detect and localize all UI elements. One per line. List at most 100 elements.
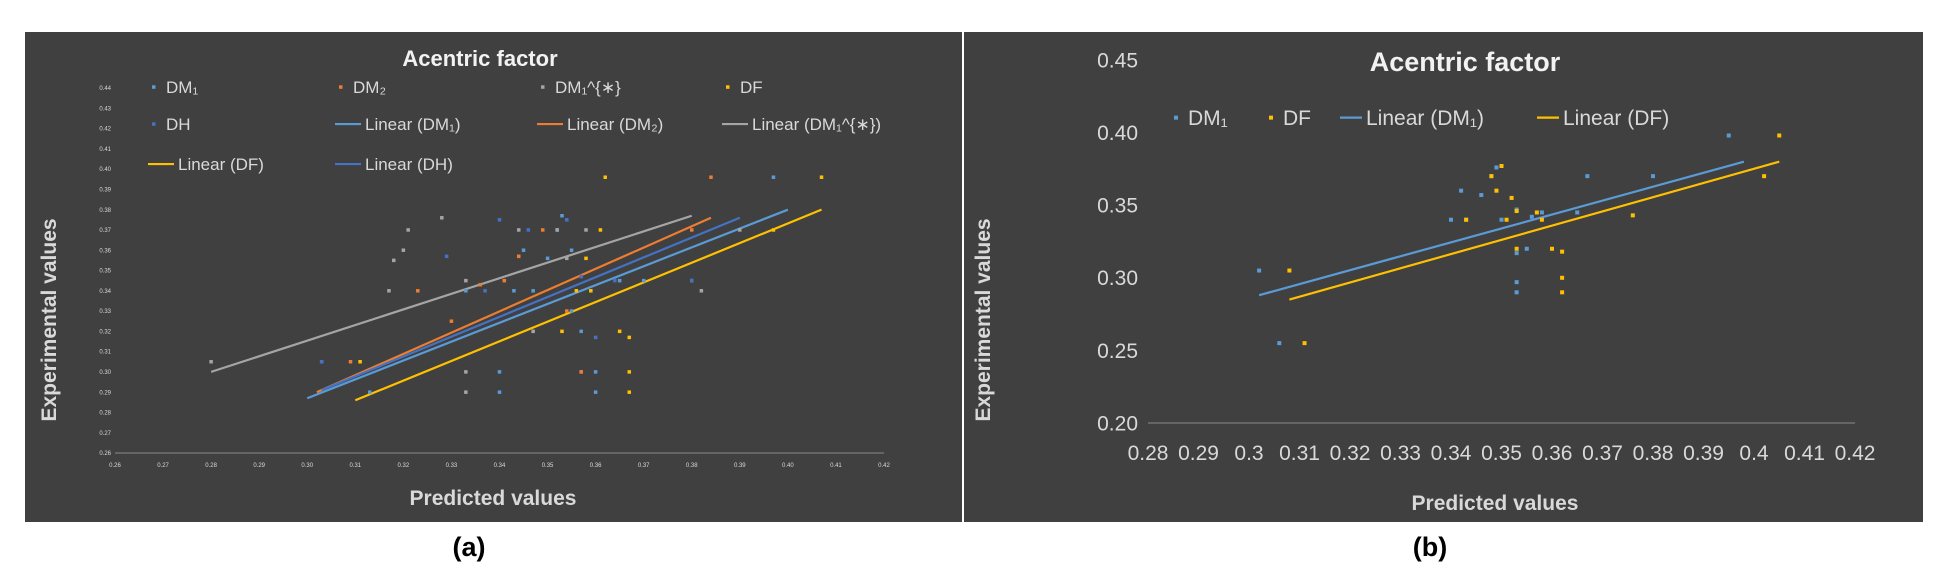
x-tick-label: 0.42 [878,463,890,469]
y-tick-label: 0.32 [99,329,111,335]
panel-b-plot: 0.28 0.29 0.3 0.31 0.32 0.33 0.34 0.35 0.36 0.37 0… [1097,49,1875,465]
data-point-dm [521,248,526,252]
data-point-df [560,329,564,334]
data-point-dm [367,390,372,394]
data-point-dh [483,289,487,293]
x-tick-label: 0.42 [1835,442,1876,465]
x-tick-label: 0.39 [734,463,746,469]
x-tick-label: 0.31 [349,463,361,469]
panel-b-x-axis-label: Predicted values [1412,492,1579,515]
data-point-dm [1479,193,1484,198]
data-point-dm [387,289,391,293]
data-point-df [617,329,622,334]
data-point-df [584,256,588,261]
data-point-dm [464,289,468,293]
x-tick-label: 0.4 [1739,442,1769,465]
data-point-dm [1651,174,1655,179]
data-point-dm [1449,217,1453,222]
data-point-dm [1499,217,1504,222]
x-tick-label: 0.35 [1481,442,1522,465]
x-tick-label: 0.39 [1683,442,1724,465]
data-point-dm [565,309,569,313]
data-point-dh [319,360,324,364]
data-point-dm [1575,210,1580,215]
data-point-df [574,289,579,293]
trendline-linear-df [1289,160,1780,301]
data-point-dm [555,228,559,232]
panel-b-y-axis-label: Experimental values [972,218,995,421]
data-point-dm [584,228,588,232]
data-point-dm [569,309,574,313]
data-point-dm [497,390,502,394]
x-tick-label: 0.27 [157,463,169,469]
legend-label-linear-df: Linear (DF) [1563,107,1669,130]
data-point-df [1464,217,1469,222]
data-point-df [358,360,362,364]
data-point-dm [1726,133,1731,138]
data-point-dm [1585,174,1590,179]
y-tick-label: 0.25 [1097,340,1138,363]
data-point-dm [560,214,564,218]
data-point-df [1514,209,1519,214]
x-tick-label: 0.32 [398,463,410,469]
y-tick-label: 0.40 [99,167,111,173]
data-point-dm [1494,165,1499,170]
data-point-df [603,175,607,179]
panel-a-title: Acentric factor [402,46,558,71]
legend-label-linear-dh: Linear (DH) [365,155,453,174]
panel-a-legend: DM₁ DM₂ DM₁^{∗} DF DH Linear (DM₁) Linear (DM₂… [148,78,881,174]
data-point-dm [579,329,583,334]
x-tick-label: 0.41 [830,463,842,469]
x-tick-label: 0.3 [1234,442,1263,465]
y-tick-label: 0.40 [1097,122,1138,145]
data-point-dm [464,278,468,283]
legend-label-dm: DM₁ [1188,107,1228,130]
x-tick-label: 0.40 [782,463,794,469]
data-point-dm [593,370,598,374]
data-point-df [1539,217,1544,222]
data-point-dm [541,228,545,232]
y-tick-label: 0.44 [99,86,111,92]
legend-marker-dm [1174,115,1178,120]
legend-marker-dm [152,85,156,89]
data-point-dm [1514,251,1519,256]
panel-b-background [964,32,1923,522]
legend-label-linear-dm: Linear (DM₁^{∗}) [752,115,881,134]
data-point-df [771,228,776,232]
data-point-dm [464,390,468,394]
data-point-dm [440,216,444,220]
legend-label-linear-df: Linear (DF) [178,155,264,174]
x-tick-label: 0.36 [590,463,602,469]
data-point-dm [738,228,742,232]
data-point-dm [565,256,569,261]
legend-label-linear-dm: Linear (DM₁) [1366,107,1484,130]
data-point-df [1514,246,1519,251]
panel-b-legend: DM₁ DF Linear (DM₁) Linear (DF) [1174,107,1669,130]
data-point-dh [690,278,694,283]
y-tick-label: 0.35 [1097,195,1138,218]
x-tick-label: 0.26 [109,463,121,469]
x-tick-label: 0.33 [446,463,458,469]
data-point-dh [497,218,502,222]
panel-a-caption: (a) [453,532,486,562]
x-tick-label: 0.29 [1178,442,1219,465]
x-tick-label: 0.30 [301,463,313,469]
x-tick-label: 0.38 [1633,442,1674,465]
data-point-dm [1514,280,1519,285]
panel-a: Acentric factor DM₁ DM₂ DM₁^{∗} DF DH Linear … [25,32,962,522]
data-point-dm [512,289,516,293]
y-tick-label: 0.27 [99,431,111,437]
x-tick-label: 0.28 [205,463,217,469]
y-tick-label: 0.20 [1097,412,1138,435]
data-point-dm [416,289,420,293]
y-tick-label: 0.30 [1097,267,1138,290]
trendline-linear-dm [316,216,712,394]
data-point-dm [531,289,535,293]
data-point-dm [545,256,550,261]
data-point-dm [617,278,622,283]
data-point-df [1550,246,1554,251]
data-point-dm [401,248,406,252]
trendline-linear-dm [210,214,693,373]
data-point-dm [531,329,535,334]
